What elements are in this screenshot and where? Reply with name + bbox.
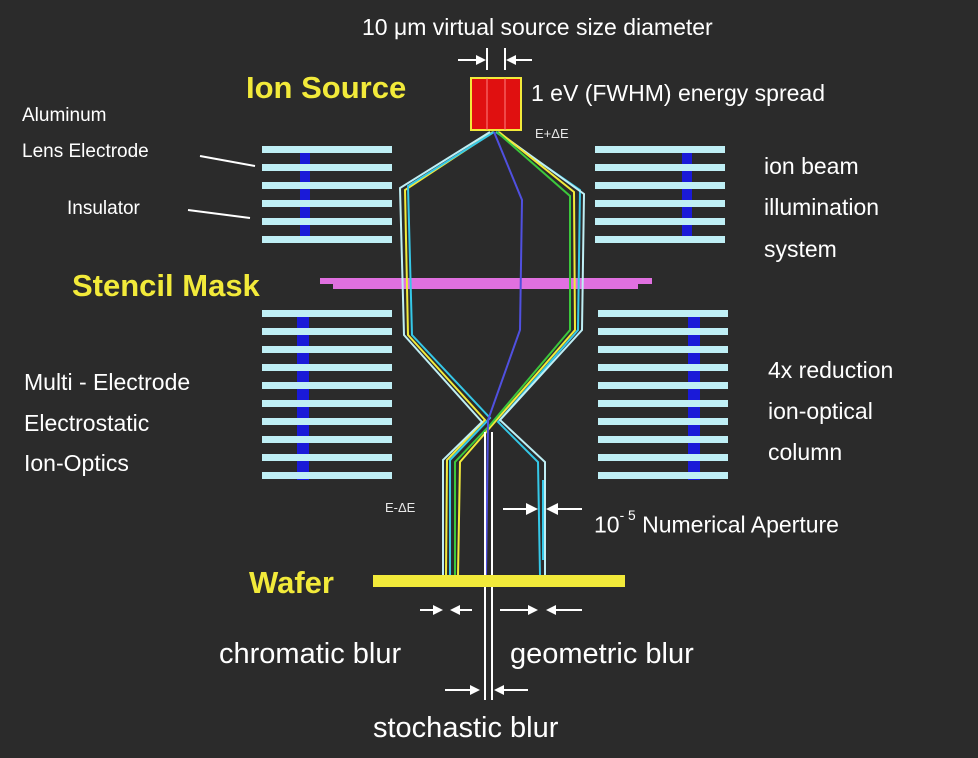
source-size-arrows [458, 48, 532, 70]
aluminum-label-line2: Lens Electrode [22, 141, 149, 162]
stencil-mask-title: Stencil Mask [72, 268, 260, 303]
multi-electrode-line1: Multi - Electrode [24, 369, 191, 395]
aperture-arrows [503, 503, 582, 515]
reduction-line2: ion-optical [768, 398, 873, 424]
illumination-line3: system [764, 236, 837, 262]
reduction-line1: 4x reduction [768, 357, 894, 383]
multi-electrode-line3: Ion-Optics [24, 450, 129, 476]
chromatic-blur-label: chromatic blur [219, 638, 402, 670]
aluminum-label-line1: Aluminum [22, 105, 107, 126]
ion-source-block [470, 77, 522, 131]
energy-minus-label: E-ΔE [385, 500, 416, 515]
energy-plus-label: E+ΔE [535, 126, 569, 141]
insulator-label: Insulator [67, 198, 140, 219]
multi-electrode-line2: Electrostatic [24, 410, 150, 436]
reduction-line3: column [768, 439, 843, 465]
lower-right-electrode-stack [598, 310, 728, 480]
blur-arrows [420, 605, 582, 695]
aperture-base: 10 [594, 511, 620, 538]
stochastic-blur-label: stochastic blur [373, 712, 559, 744]
leader-lines [187, 155, 256, 219]
geometric-blur-label: geometric blur [510, 638, 694, 670]
illumination-line2: illumination [764, 194, 880, 220]
aperture-label: Numerical Aperture [642, 511, 839, 538]
energy-spread-label: 1 eV (FWHM) energy spread [531, 80, 825, 106]
wafer-plate [373, 575, 625, 587]
source-size-label: 10 μm virtual source size diameter [362, 14, 713, 40]
ion-beam-trajectories [398, 131, 586, 700]
upper-right-electrode-stack [595, 146, 725, 243]
ion-source-title: Ion Source [246, 70, 407, 105]
upper-left-electrode-stack [262, 146, 392, 243]
aperture-exponent: - 5 [619, 508, 636, 523]
wafer-title: Wafer [249, 565, 334, 600]
numerical-aperture: 10- 5 Numerical Aperture [594, 508, 839, 538]
stencil-mask [320, 278, 652, 289]
lower-left-electrode-stack [262, 310, 392, 480]
illumination-line1: ion beam [764, 153, 859, 179]
